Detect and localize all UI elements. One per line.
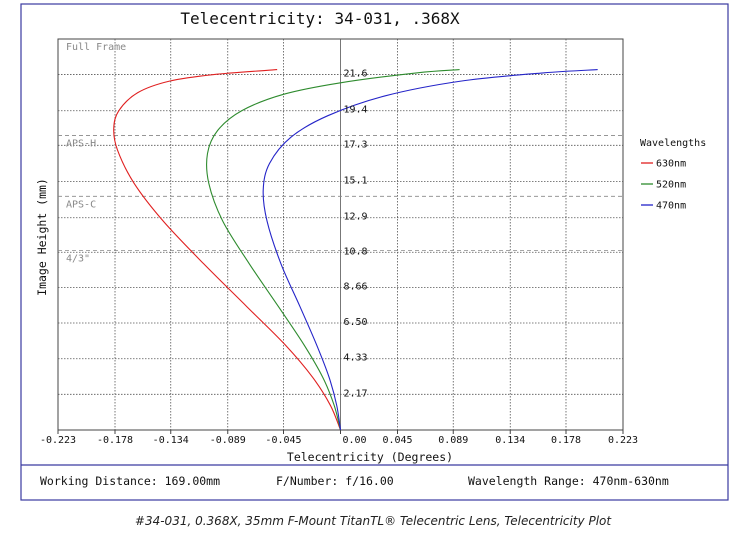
x-tick-label: 0.134 bbox=[495, 435, 525, 446]
grid bbox=[58, 39, 623, 430]
y-tick-label: 8.66 bbox=[344, 281, 368, 292]
working-distance: Working Distance: 169.00mm bbox=[40, 474, 220, 488]
y-tick-label: 10.8 bbox=[344, 246, 368, 257]
y-tick-label: 4.33 bbox=[344, 353, 368, 364]
telecentricity-chart: Telecentricity: 34-031, .368X Full Frame… bbox=[20, 3, 729, 501]
y-axis-label: Image Height (mm) bbox=[35, 178, 49, 296]
x-tick-label: -0.178 bbox=[97, 435, 133, 446]
series-lines bbox=[113, 69, 598, 431]
y-tick-label: 15.1 bbox=[344, 176, 368, 187]
legend-title: Wavelengths bbox=[640, 138, 706, 149]
sensor-label: 4/3" bbox=[66, 254, 90, 265]
chart-title: Telecentricity: 34-031, .368X bbox=[180, 9, 460, 28]
x-tick-label: -0.134 bbox=[153, 435, 189, 446]
sensor-label: APS-H bbox=[66, 138, 96, 149]
y-tick-label: 17.3 bbox=[344, 139, 368, 150]
y-tick-labels: 2.17 4.33 6.50 8.66 10.8 12.9 15.1 17.3 19.4 21.6 bbox=[344, 69, 368, 400]
y-tick-label: 2.17 bbox=[344, 388, 368, 399]
chart-frame bbox=[20, 3, 729, 501]
legend-label-630nm: 630nm bbox=[656, 159, 686, 170]
series-line-630nm bbox=[113, 69, 342, 431]
figure-caption: #34-031, 0.368X, 35mm F-Mount TitanTL® T… bbox=[134, 514, 612, 528]
x-tick-label: 0.00 bbox=[343, 435, 367, 446]
x-tick-label: 0.089 bbox=[438, 435, 468, 446]
x-tick-labels: -0.223 -0.178 -0.134 -0.089 -0.045 0.00 0.045 0… bbox=[40, 430, 638, 446]
x-tick-label: 0.045 bbox=[382, 435, 412, 446]
legend: Wavelengths 630nm 520nm 470nm bbox=[640, 138, 706, 212]
x-tick-label: -0.045 bbox=[265, 435, 301, 446]
sensor-label: APS-C bbox=[66, 199, 96, 210]
wavelength-range: Wavelength Range: 470nm-630nm bbox=[468, 474, 669, 488]
legend-label-520nm: 520nm bbox=[656, 180, 686, 191]
sensor-lines: Full Frame APS-H APS-C 4/3" bbox=[58, 42, 623, 265]
x-tick-label: 0.178 bbox=[551, 435, 581, 446]
series-line-520nm bbox=[206, 69, 460, 431]
x-tick-label: -0.089 bbox=[210, 435, 246, 446]
f-number: F/Number: f/16.00 bbox=[276, 474, 394, 488]
x-tick-label: -0.223 bbox=[40, 435, 76, 446]
series-line-470nm bbox=[262, 69, 598, 431]
x-axis-label: Telecentricity (Degrees) bbox=[287, 450, 453, 464]
plot-area: Full Frame APS-H APS-C 4/3" 2.17 4.33 6.50 8.6… bbox=[40, 38, 638, 446]
sensor-label: Full Frame bbox=[66, 42, 126, 53]
y-tick-label: 12.9 bbox=[344, 212, 368, 223]
legend-label-470nm: 470nm bbox=[656, 201, 686, 212]
y-tick-label: 19.4 bbox=[344, 105, 368, 116]
x-tick-label: 0.223 bbox=[608, 435, 638, 446]
y-tick-label: 21.6 bbox=[344, 69, 368, 80]
y-tick-label: 6.50 bbox=[344, 317, 368, 328]
